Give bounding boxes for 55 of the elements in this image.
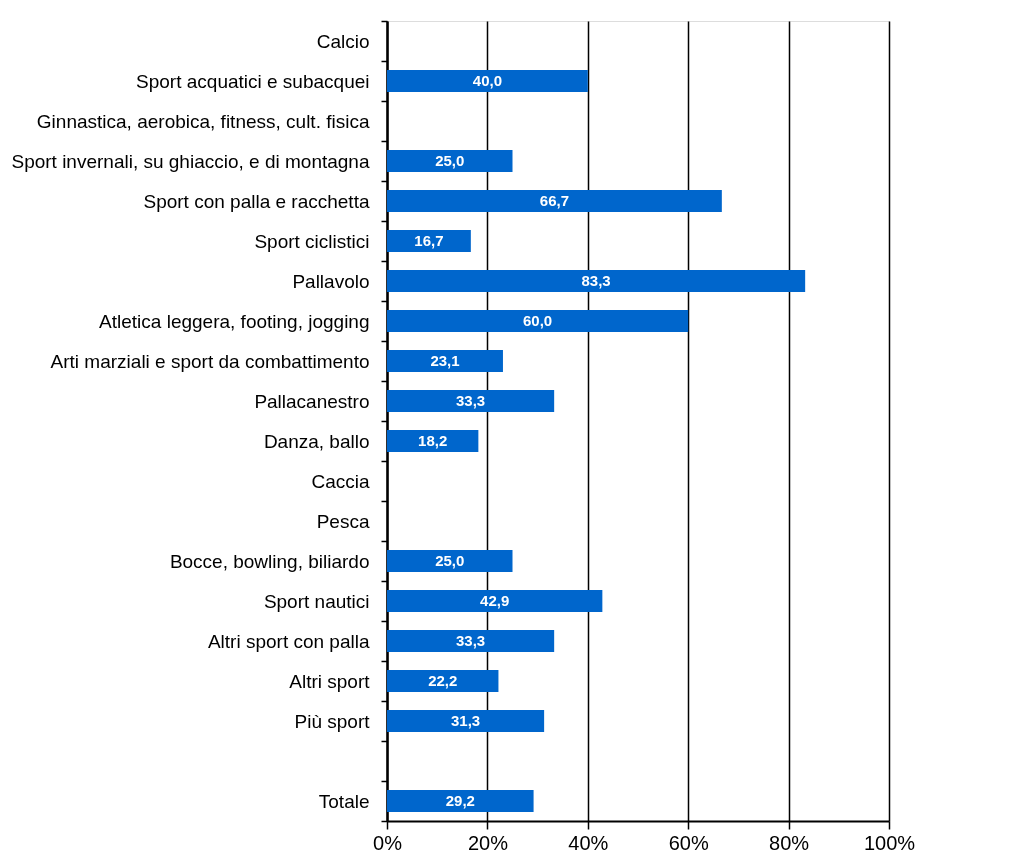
y-tick-label: Sport con palla e racchetta <box>143 190 370 212</box>
bar <box>387 270 806 292</box>
data-label: 16,7 <box>414 232 444 249</box>
bar <box>387 350 503 372</box>
bar <box>387 670 499 692</box>
x-tick-label: 40% <box>568 831 609 854</box>
data-label: 25,0 <box>435 152 465 169</box>
data-label: 66,7 <box>539 192 570 209</box>
y-tick-label: Sport nautici <box>263 590 370 612</box>
bar <box>387 150 513 172</box>
y-tick-label: Sport invernali, su ghiaccio, e di montagna <box>11 150 370 172</box>
y-tick-label: Altri sport con palla <box>207 630 370 652</box>
data-label: 42,9 <box>480 592 510 609</box>
y-tick-label: Sport acquatici e subacquei <box>136 70 370 92</box>
data-label: 23,1 <box>430 352 460 369</box>
y-tick-label: Sport ciclistici <box>254 230 370 252</box>
data-label: 33,3 <box>455 632 486 649</box>
x-tick-label: 80% <box>769 831 810 854</box>
data-label: 29,2 <box>445 792 475 809</box>
bar <box>387 550 513 572</box>
y-tick-label: Arti marziali e sport da combattimento <box>50 350 370 372</box>
bar <box>387 190 722 212</box>
data-label: 83,3 <box>581 272 611 289</box>
y-tick-label: Pallacanestro <box>254 390 370 412</box>
data-label: 40,0 <box>472 72 502 89</box>
y-tick-label: Calcio <box>316 30 370 52</box>
y-tick-label: Bocce, bowling, biliardo <box>169 550 370 572</box>
bar <box>387 630 555 652</box>
bar <box>387 230 471 252</box>
y-tick-label: Danza, ballo <box>263 430 370 452</box>
bar <box>387 390 555 412</box>
data-label: 33,3 <box>455 392 486 409</box>
x-tick-label: 100% <box>863 831 916 854</box>
bar <box>387 310 689 332</box>
data-label: 60,0 <box>523 312 553 329</box>
bar <box>387 430 479 452</box>
y-tick-label: Atletica leggera, footing, jogging <box>99 310 370 332</box>
x-tick-label: 60% <box>668 831 709 854</box>
bar <box>387 70 588 92</box>
y-tick-label: Più sport <box>294 710 371 732</box>
y-tick-label: Pesca <box>316 510 370 532</box>
y-tick-label: Caccia <box>311 470 370 492</box>
x-tick-label: 0% <box>373 831 403 854</box>
bar <box>387 590 603 612</box>
y-tick-label: Ginnastica, aerobica, fitness, cult. fisica <box>36 110 370 132</box>
bar <box>387 790 534 812</box>
data-label: 31,3 <box>450 712 481 729</box>
y-tick-label: Totale <box>318 790 370 812</box>
x-tick-label: 20% <box>467 831 509 854</box>
y-tick-label: Pallavolo <box>292 270 370 292</box>
data-label: 18,2 <box>418 432 448 449</box>
y-tick-label: Altri sport <box>289 670 371 692</box>
data-label: 22,2 <box>428 672 458 689</box>
bar <box>387 710 545 732</box>
data-label: 25,0 <box>435 552 465 569</box>
